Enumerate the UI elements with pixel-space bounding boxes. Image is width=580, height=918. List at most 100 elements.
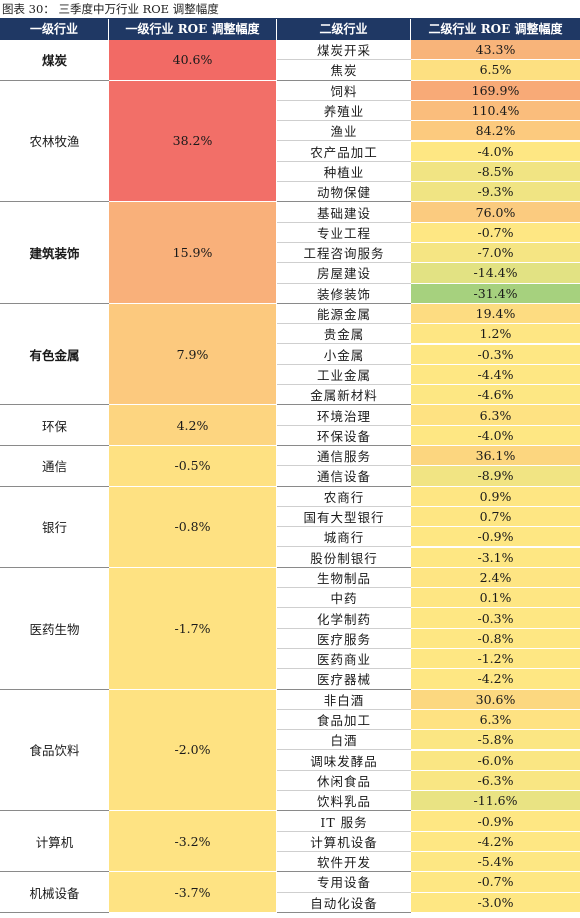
level1-industry-name: 环保	[0, 405, 109, 446]
level2-industry-name: 医疗服务	[277, 628, 411, 649]
group-divider	[277, 485, 411, 487]
level2-roe-value: -11.6%	[411, 791, 580, 812]
level2-industry-name: 休闲食品	[277, 770, 411, 792]
level1-roe-value: 4.2%	[109, 405, 277, 446]
level2-industry-name: 非白酒	[277, 689, 411, 710]
level1-industry-name: 银行	[0, 486, 109, 568]
level2-industry-name: 房屋建设	[277, 263, 411, 284]
level2-industry-name: 能源金属	[277, 303, 411, 325]
level2-roe-value: -4.2%	[411, 831, 580, 852]
level1-roe-value: -3.7%	[109, 872, 277, 913]
level2-roe-value: -5.8%	[411, 730, 580, 751]
level2-roe-value: -4.2%	[411, 669, 580, 690]
level2-industry-name: 中药	[277, 588, 411, 609]
level2-roe-value: 110.4%	[411, 100, 580, 122]
level2-roe-value: -3.1%	[411, 547, 580, 568]
level2-roe-value: -0.9%	[411, 811, 580, 832]
level2-roe-value: 30.6%	[411, 689, 580, 710]
level2-roe-value: -4.6%	[411, 385, 580, 406]
level2-industry-name: IT 服务	[277, 811, 411, 832]
level2-industry-name: 计算机设备	[277, 831, 411, 852]
level2-roe-value: 84.2%	[411, 121, 580, 142]
header-level1-industry: 一级行业	[0, 19, 109, 40]
level2-roe-value: -3.0%	[411, 892, 580, 913]
level2-industry-name: 农商行	[277, 486, 411, 507]
level1-industry-name: 食品饮料	[0, 689, 109, 812]
level2-industry-name: 金属新材料	[277, 385, 411, 406]
level2-industry-name: 养殖业	[277, 100, 411, 122]
level2-industry-name: 白酒	[277, 730, 411, 751]
level2-industry-name: 通信服务	[277, 446, 411, 467]
level2-industry-name: 生物制品	[277, 567, 411, 589]
level2-industry-name: 种植业	[277, 161, 411, 183]
level1-industry-name: 有色金属	[0, 303, 109, 406]
level2-industry-name: 环保设备	[277, 425, 411, 446]
level2-roe-value: -31.4%	[411, 283, 580, 304]
level2-industry-name: 农产品加工	[277, 141, 411, 162]
header-level2-industry: 二级行业	[277, 19, 411, 40]
level1-roe-value: 38.2%	[109, 80, 277, 203]
group-divider	[277, 911, 411, 913]
level1-industry-name: 煤炭	[0, 40, 109, 81]
level2-roe-value: -4.0%	[411, 141, 580, 162]
group-divider	[277, 688, 411, 690]
level2-roe-value: -0.9%	[411, 527, 580, 548]
level1-roe-value: 40.6%	[109, 40, 277, 81]
level2-roe-value: 6.3%	[411, 709, 580, 731]
level2-roe-value: -14.4%	[411, 263, 580, 284]
group-divider	[277, 445, 411, 446]
level2-roe-value: 169.9%	[411, 80, 580, 101]
group-divider	[277, 79, 411, 81]
level2-industry-name: 小金属	[277, 344, 411, 365]
level2-roe-value: -0.3%	[411, 344, 580, 365]
level2-roe-value: -7.0%	[411, 243, 580, 264]
level2-industry-name: 工程咨询服务	[277, 243, 411, 264]
level2-roe-value: -0.8%	[411, 628, 580, 649]
level2-roe-value: 43.3%	[411, 40, 580, 61]
level1-industry-name: 建筑装饰	[0, 202, 109, 304]
level1-industry-name: 农林牧渔	[0, 80, 109, 203]
level2-roe-value: -4.0%	[411, 425, 580, 446]
level2-roe-value: 1.2%	[411, 324, 580, 345]
group-divider	[277, 404, 411, 406]
level2-industry-name: 饮料乳品	[277, 791, 411, 812]
level2-industry-name: 专业工程	[277, 222, 411, 243]
level2-industry-name: 通信设备	[277, 466, 411, 487]
level2-industry-name: 医疗器械	[277, 669, 411, 690]
level2-roe-value: -4.4%	[411, 364, 580, 386]
level2-roe-value: -0.3%	[411, 608, 580, 629]
table-header: 一级行业 一级行业 ROE 调整幅度 二级行业 二级行业 ROE 调整幅度	[0, 19, 580, 40]
level2-industry-name: 煤炭开采	[277, 40, 411, 61]
level2-industry-name: 动物保健	[277, 182, 411, 203]
level2-industry-name: 软件开发	[277, 852, 411, 873]
level1-roe-value: 7.9%	[109, 303, 277, 406]
level1-roe-value: -2.0%	[109, 689, 277, 812]
level2-roe-value: -0.7%	[411, 872, 580, 893]
caption-divider	[0, 18, 580, 19]
group-divider	[277, 201, 411, 203]
level1-industry-name: 机械设备	[0, 872, 109, 913]
level2-roe-value: -8.5%	[411, 161, 580, 183]
level1-industry-name: 计算机	[0, 811, 109, 873]
level2-industry-name: 城商行	[277, 527, 411, 548]
group-divider	[277, 871, 411, 873]
level2-roe-value: -0.7%	[411, 222, 580, 243]
level2-roe-value: -6.0%	[411, 750, 580, 771]
level2-roe-value: -9.3%	[411, 182, 580, 203]
level2-industry-name: 饲料	[277, 80, 411, 101]
level2-industry-name: 工业金属	[277, 364, 411, 386]
header-level2-roe: 二级行业 ROE 调整幅度	[428, 22, 563, 36]
level2-roe-value: -1.2%	[411, 649, 580, 670]
level2-roe-value: 2.4%	[411, 567, 580, 589]
level2-industry-name: 焦炭	[277, 60, 411, 81]
level1-industry-name: 通信	[0, 446, 109, 487]
level2-roe-value: -5.4%	[411, 852, 580, 873]
header-level1-roe: 一级行业 ROE 调整幅度	[109, 19, 277, 40]
level2-roe-value: 19.4%	[411, 303, 580, 325]
level2-roe-value: 0.1%	[411, 588, 580, 609]
level2-roe-value: 0.7%	[411, 506, 580, 528]
level2-industry-name: 国有大型银行	[277, 506, 411, 528]
level2-industry-name: 自动化设备	[277, 892, 411, 913]
level2-industry-name: 基础建设	[277, 202, 411, 223]
level2-industry-name: 股份制银行	[277, 547, 411, 568]
